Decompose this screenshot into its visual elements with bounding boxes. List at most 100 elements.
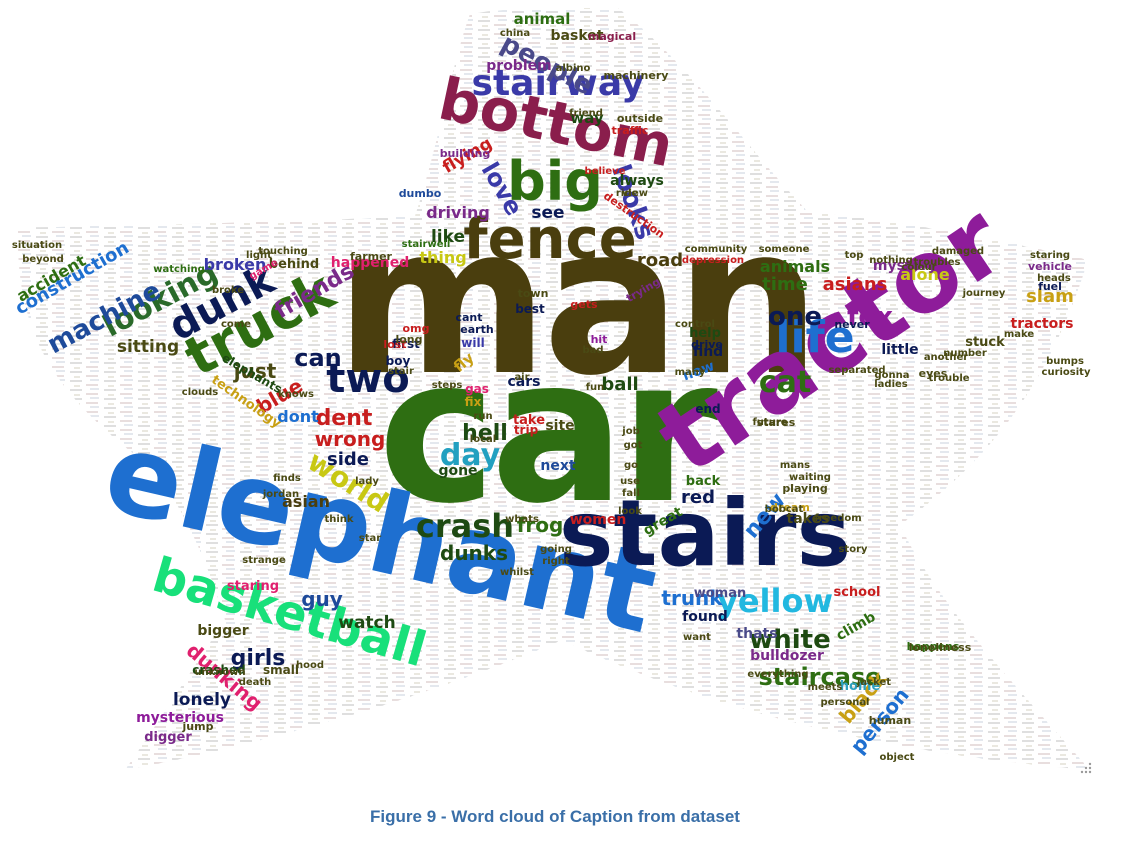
word-way: way — [570, 109, 604, 127]
word-make: make — [1004, 329, 1035, 340]
word-slam: slam — [1026, 286, 1074, 307]
word-trouble: trouble — [928, 373, 969, 384]
word-crash: crash — [416, 507, 514, 545]
word-hood: hood — [296, 660, 324, 671]
word-local: local — [470, 434, 496, 445]
word-damaged: damaged — [932, 246, 984, 257]
word-see: see — [531, 203, 564, 223]
word-gone: gone — [438, 463, 477, 479]
word-light: light — [246, 250, 272, 261]
word-dont: dont — [277, 407, 319, 426]
word-many: many — [675, 367, 706, 378]
word-day: day — [440, 438, 501, 473]
word-bobcat: bobcat — [765, 504, 804, 515]
word-woman: woman — [694, 586, 747, 601]
word-stairs: stairs — [559, 480, 852, 587]
star-shape-background — [17, 8, 1091, 770]
word-women: women — [570, 512, 627, 528]
word-fuel: fuel — [1038, 280, 1062, 293]
word-farmer: farmer — [350, 250, 393, 263]
word-stair: stair — [388, 366, 414, 377]
word-can: can — [294, 344, 342, 372]
word-building: building — [440, 147, 491, 160]
word-whilst: whilst — [500, 567, 534, 578]
word-bigger: bigger — [197, 623, 248, 639]
word-gonna: gonna — [874, 370, 909, 381]
word-human: human — [869, 714, 911, 727]
word-ride: ride — [616, 188, 639, 199]
word-trip: trip — [514, 423, 539, 437]
word-alone: alone — [900, 265, 950, 284]
word-eyes: eyes — [919, 367, 948, 380]
word-stairwell: stairwell — [402, 239, 451, 250]
word-cant: cant — [455, 311, 482, 324]
word-take: take — [513, 413, 545, 428]
word-yellow: yellow — [717, 582, 833, 620]
word-loneliness: loneliness — [909, 641, 972, 654]
word-someone: someone — [759, 244, 810, 255]
word-knows: knows — [278, 389, 314, 400]
word-job: job — [621, 426, 639, 437]
word-trunk: trunk — [661, 586, 723, 610]
word-boy: boy — [386, 354, 411, 368]
word-ladies: ladies — [874, 379, 908, 390]
word-clouds: clouds — [182, 387, 219, 398]
word-want: want — [683, 632, 711, 643]
word-magical: magical — [588, 30, 636, 43]
word-whats: whats — [505, 514, 539, 525]
word-jacket: jacket — [856, 677, 891, 688]
word-going: going — [540, 544, 572, 555]
word-fall: fall — [622, 488, 640, 499]
word-two: two — [326, 356, 410, 402]
word-earth: earth — [460, 323, 493, 336]
word-traffic: traffic — [612, 124, 649, 137]
word-crashed: crashed — [192, 663, 246, 677]
word-gas: gas — [465, 382, 489, 396]
word-problem: problem — [486, 58, 551, 74]
word-hit: hit — [591, 333, 608, 346]
word-separated: separated — [828, 365, 885, 376]
word-watch: watch — [338, 613, 395, 633]
word-staring: staring — [227, 579, 279, 594]
word-top: top — [845, 250, 864, 261]
word-death: death — [239, 677, 272, 688]
word-mystery: mystery — [873, 258, 937, 274]
word-steps: steps — [432, 380, 463, 391]
word-omg: omg — [403, 322, 430, 335]
word-heads: heads — [1037, 273, 1071, 284]
word-touching: touching — [258, 246, 308, 257]
word-just: just — [233, 359, 277, 383]
word-air: air — [514, 372, 529, 383]
word-view: view — [622, 188, 648, 199]
word-strange: strange — [242, 555, 286, 566]
word-site: site — [545, 418, 574, 434]
word-another: another — [924, 352, 968, 363]
word-use: use — [620, 476, 640, 487]
word-dunks: dunks — [440, 541, 508, 565]
word-situation: situation — [12, 240, 62, 251]
word-asian: asian — [282, 492, 330, 511]
word-animal: animal — [514, 10, 571, 28]
word-town: town — [518, 287, 549, 300]
word-time: time — [762, 274, 808, 295]
word-nothing: nothing — [869, 255, 913, 266]
word-dumbo: dumbo — [399, 187, 442, 200]
word-help: help — [689, 326, 721, 341]
word-long: long — [395, 333, 422, 346]
word-look: look — [618, 506, 642, 517]
word-wrong: wrong — [315, 427, 386, 451]
word-curiosity: curiosity — [1042, 367, 1091, 378]
word-back: back — [686, 474, 721, 489]
word-freedom: freedom — [814, 513, 861, 524]
word-control: control — [675, 319, 715, 330]
word-happened: happened — [331, 255, 409, 271]
word-digger: digger — [144, 730, 192, 745]
word-frog: frog — [517, 513, 564, 537]
word-girls: girls — [231, 646, 286, 671]
word-jump: jump — [182, 720, 214, 733]
word-little: little — [881, 342, 918, 358]
word-object: object — [880, 752, 915, 763]
word-red: red — [681, 487, 715, 508]
word-stairway: stairway — [472, 63, 645, 104]
word-like: like — [431, 227, 465, 247]
